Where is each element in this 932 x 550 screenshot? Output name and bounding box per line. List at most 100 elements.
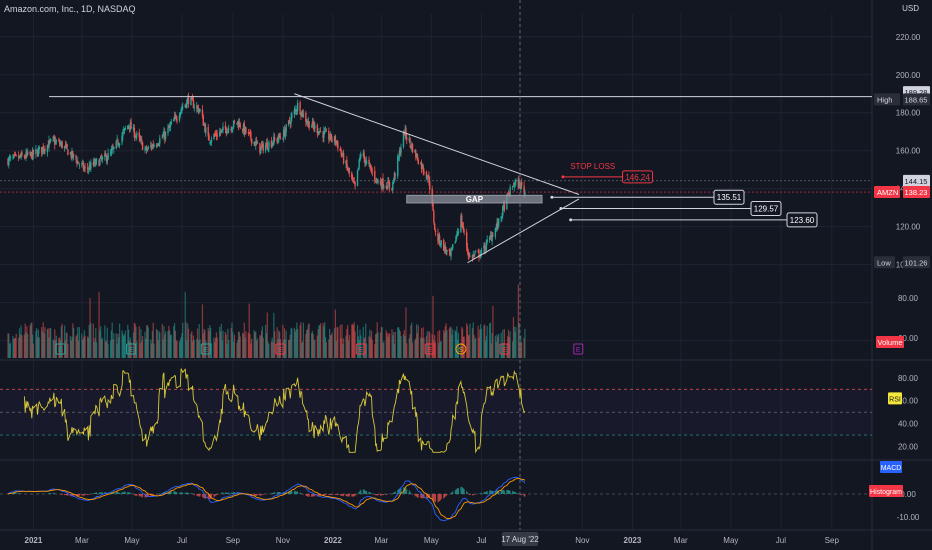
macd-histogram-bar <box>348 494 350 497</box>
macd-histogram-bar <box>377 494 379 496</box>
candle-body <box>450 249 452 256</box>
candle-body <box>115 140 118 149</box>
macd-histogram-bar <box>204 494 206 499</box>
macd-histogram-bar <box>494 490 496 494</box>
macd-histogram-bar <box>233 492 235 494</box>
volume-bar <box>81 333 83 358</box>
candle-body <box>399 150 401 154</box>
gap-box <box>406 194 543 204</box>
volume-bar <box>141 336 144 358</box>
volume-bar <box>18 328 21 358</box>
volume-bar <box>449 326 451 358</box>
volume-bar <box>494 335 496 358</box>
macd-histogram-bar <box>214 494 216 497</box>
macd-histogram-bar <box>14 492 16 494</box>
macd-histogram-bar <box>513 491 515 494</box>
macd-histogram-bar <box>150 494 152 496</box>
macd-histogram-bar <box>261 494 263 495</box>
volume-bar <box>134 323 136 358</box>
candle-body <box>488 236 491 240</box>
volume-bars <box>7 284 526 358</box>
candle-body <box>319 131 321 133</box>
volume-bar <box>411 322 413 358</box>
macd-histogram-bar <box>485 491 487 494</box>
volume-bar <box>77 341 80 358</box>
volume-bar <box>324 337 327 358</box>
candle-body <box>253 142 255 144</box>
volume-bar <box>210 342 213 358</box>
candle-body <box>168 125 171 129</box>
volume-bar <box>368 336 370 358</box>
volume-bar <box>363 338 365 358</box>
candle-body <box>14 153 17 155</box>
volume-bar <box>255 331 257 358</box>
low-label-tag-text: Low <box>877 258 891 267</box>
macd-histogram-bar <box>457 488 459 494</box>
volume-bar <box>375 333 378 358</box>
candle-body <box>462 226 465 231</box>
macd-histogram-bar <box>359 490 361 494</box>
macd-histogram-bar <box>273 492 275 494</box>
rsi-line <box>23 368 526 454</box>
candle-body <box>474 253 476 255</box>
volume-bar <box>14 337 16 358</box>
macd-histogram-bar <box>197 494 199 497</box>
volume-bar <box>388 333 391 358</box>
macd-histogram-bar <box>393 492 395 494</box>
volume-bar <box>501 343 503 358</box>
volume-bar <box>399 331 401 358</box>
macd-histogram-bar <box>313 494 315 497</box>
volume-bar <box>496 334 498 358</box>
macd-histogram-bar <box>138 494 140 497</box>
volume-bar <box>37 329 39 358</box>
macd-histogram-bar <box>334 494 336 495</box>
macd-histogram-bar <box>134 494 136 496</box>
macd-histogram-bar <box>207 494 209 499</box>
macd-histogram-bar <box>323 494 325 496</box>
candle-body <box>442 239 445 251</box>
volume-bar <box>274 331 276 358</box>
volume-bar <box>333 328 336 358</box>
candle-body <box>519 181 521 189</box>
volume-bar <box>466 325 469 358</box>
macd-histogram-bar <box>222 492 224 494</box>
volume-bar <box>180 337 182 358</box>
volume-bar <box>262 337 264 358</box>
candle-body <box>141 139 143 142</box>
candle-body <box>410 144 413 149</box>
macd-histogram-bar <box>431 494 433 500</box>
volume-bar <box>198 324 200 358</box>
macd-histogram-bar <box>380 494 382 496</box>
volume-bar <box>44 327 46 358</box>
volume-bar <box>186 340 188 358</box>
candle-body <box>518 181 520 188</box>
candle-body <box>342 153 345 164</box>
macd-histogram-bar <box>524 494 526 497</box>
candle-body <box>460 216 462 233</box>
volume-bar <box>73 327 75 358</box>
macd-histogram-bar <box>78 494 80 497</box>
time-axis-label: Mar <box>75 536 89 545</box>
candle-body <box>207 127 209 136</box>
macd-histogram-bar <box>368 491 370 494</box>
event-earnings-marker <box>424 343 435 355</box>
candle-body <box>438 235 441 245</box>
macd-histogram-bar <box>92 493 94 494</box>
volume-bar <box>370 337 372 358</box>
volume-bar <box>301 341 304 358</box>
volume-bar <box>15 333 17 358</box>
volume-bar <box>175 340 177 358</box>
volume-bar <box>495 341 497 358</box>
candle-body <box>444 246 447 250</box>
candle-body <box>342 152 344 156</box>
macd-histogram-bar <box>81 494 83 496</box>
candle-body <box>175 116 177 120</box>
volume-bar <box>438 329 441 358</box>
candle-body <box>110 150 113 154</box>
volume-bar <box>272 342 274 358</box>
candle-body <box>325 130 328 132</box>
candle-body <box>95 159 97 164</box>
volume-bar <box>222 330 224 358</box>
macd-histogram-bar <box>93 492 95 494</box>
